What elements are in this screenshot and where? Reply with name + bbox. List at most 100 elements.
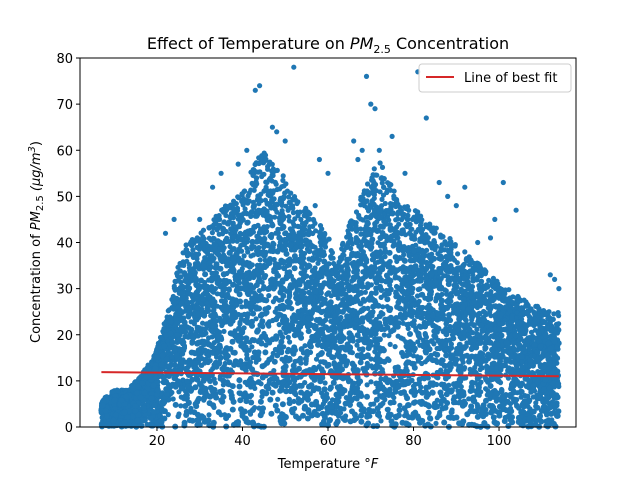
data-point xyxy=(368,282,374,288)
data-point xyxy=(403,205,409,212)
data-point xyxy=(232,210,238,216)
data-point xyxy=(174,270,180,276)
data-point xyxy=(261,244,267,250)
data-point xyxy=(442,239,448,245)
data-point xyxy=(405,402,412,409)
data-point xyxy=(271,358,278,365)
data-point xyxy=(400,320,406,326)
data-point xyxy=(269,172,275,178)
data-point xyxy=(383,272,390,279)
data-point xyxy=(222,237,228,244)
data-point xyxy=(373,396,380,403)
data-point xyxy=(286,199,292,205)
data-point xyxy=(523,303,529,309)
data-point xyxy=(411,399,417,406)
data-point xyxy=(341,247,347,254)
data-point xyxy=(484,367,490,373)
data-point xyxy=(178,403,184,409)
data-point xyxy=(444,298,451,305)
data-point xyxy=(191,292,198,298)
data-point xyxy=(539,312,545,318)
data-point xyxy=(241,189,247,195)
data-point xyxy=(393,290,399,296)
data-point xyxy=(354,332,361,339)
data-point xyxy=(387,341,393,347)
data-point xyxy=(259,153,265,159)
data-point xyxy=(241,253,247,259)
data-point xyxy=(461,281,468,288)
data-point xyxy=(431,244,437,250)
data-point xyxy=(450,242,457,249)
data-point xyxy=(325,290,332,297)
data-point xyxy=(387,282,393,288)
data-point xyxy=(326,261,332,267)
data-point xyxy=(368,379,374,385)
data-point xyxy=(358,418,365,425)
data-point xyxy=(115,388,121,394)
data-point xyxy=(171,285,177,291)
data-point xyxy=(500,293,507,299)
data-point xyxy=(258,340,265,347)
data-point xyxy=(392,344,398,350)
data-point xyxy=(416,323,423,329)
data-point xyxy=(176,411,182,417)
data-point xyxy=(387,222,393,228)
data-point xyxy=(483,386,489,392)
data-point xyxy=(368,356,374,362)
data-point xyxy=(206,225,212,231)
data-point xyxy=(218,291,224,297)
data-point xyxy=(308,382,315,389)
data-point xyxy=(429,228,435,234)
data-point xyxy=(318,251,325,258)
data-point xyxy=(423,232,429,238)
data-point xyxy=(278,199,284,205)
data-point xyxy=(274,272,281,279)
data-point xyxy=(417,222,424,229)
data-point xyxy=(385,406,391,412)
data-point xyxy=(374,219,380,225)
data-point xyxy=(303,241,310,248)
data-point xyxy=(474,326,480,332)
data-point xyxy=(455,388,461,394)
data-point xyxy=(172,401,179,408)
data-point xyxy=(298,389,305,396)
data-point xyxy=(360,406,367,413)
data-point xyxy=(364,360,370,366)
data-point xyxy=(514,397,520,403)
data-point xyxy=(220,207,226,213)
data-point xyxy=(322,241,328,247)
data-point xyxy=(298,252,304,258)
data-point xyxy=(397,402,403,408)
data-point xyxy=(415,286,421,293)
scatter-points xyxy=(98,64,562,430)
data-point xyxy=(230,234,237,241)
data-point xyxy=(353,225,359,231)
data-point xyxy=(335,295,341,301)
data-point xyxy=(483,376,490,383)
data-point xyxy=(239,266,245,272)
data-point xyxy=(423,222,429,228)
data-point xyxy=(443,321,449,327)
data-point xyxy=(468,258,474,264)
data-point xyxy=(248,187,254,193)
data-point xyxy=(289,203,296,209)
data-point xyxy=(446,327,453,334)
data-point xyxy=(380,304,386,310)
data-point xyxy=(257,398,264,405)
data-point xyxy=(393,217,399,223)
data-point xyxy=(377,160,383,166)
data-point xyxy=(460,334,467,341)
data-point xyxy=(393,242,399,248)
data-point xyxy=(348,236,354,242)
data-point xyxy=(372,260,379,266)
data-point xyxy=(371,401,377,407)
data-point xyxy=(379,196,385,202)
data-point xyxy=(415,355,422,362)
data-point xyxy=(496,294,502,300)
data-point xyxy=(231,198,237,204)
data-point xyxy=(470,322,477,329)
data-point xyxy=(387,399,394,406)
data-point xyxy=(219,398,226,405)
data-point xyxy=(322,380,328,386)
data-point xyxy=(237,319,243,325)
